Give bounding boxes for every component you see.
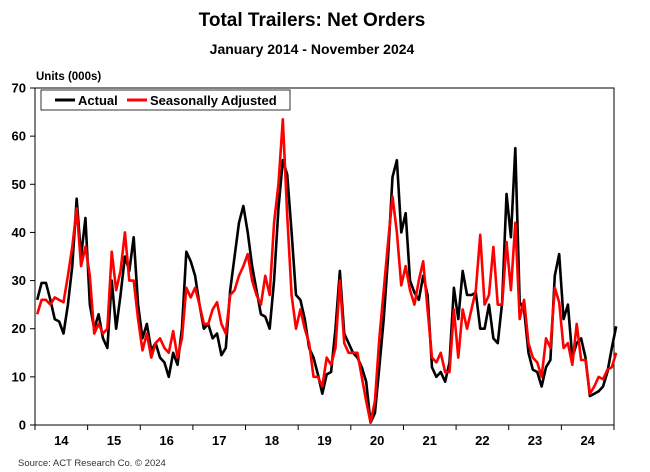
x-tick-label: 21 [423,433,437,448]
legend-box [40,89,291,111]
y-tick-label: 40 [12,225,26,240]
y-tick-label: 20 [12,321,26,336]
y-tick-label: 0 [19,418,26,433]
legend-actual-label: Actual [78,93,118,108]
y-axis-label: Units (000s) [36,71,101,83]
legend-sa-label: Seasonally Adjusted [150,93,277,108]
y-tick-label: 60 [12,129,26,144]
x-tick-label: 15 [107,433,121,448]
x-tick-label: 20 [370,433,384,448]
y-tick-label: 50 [12,177,26,192]
x-tick-label: 17 [212,433,226,448]
x-tick-label: 16 [159,433,173,448]
y-tick-label: 10 [12,369,26,384]
x-tick-label: 19 [317,433,331,448]
y-tick-label: 30 [12,273,26,288]
chart-subtitle: January 2014 - November 2024 [210,41,415,57]
series-line-seasonally-adjusted [35,117,618,424]
source-note: Source: ACT Research Co. © 2024 [18,458,166,469]
x-tick-label: 23 [528,433,542,448]
chart-title: Total Trailers: Net Orders [199,10,426,31]
x-tick-label: 24 [580,433,595,448]
legend: Actual Seasonally Adjusted [40,89,291,111]
x-tick-label: 22 [475,433,489,448]
y-tick-label: 70 [12,81,26,96]
x-tick-label: 14 [54,433,69,448]
x-tick-label: 18 [265,433,279,448]
